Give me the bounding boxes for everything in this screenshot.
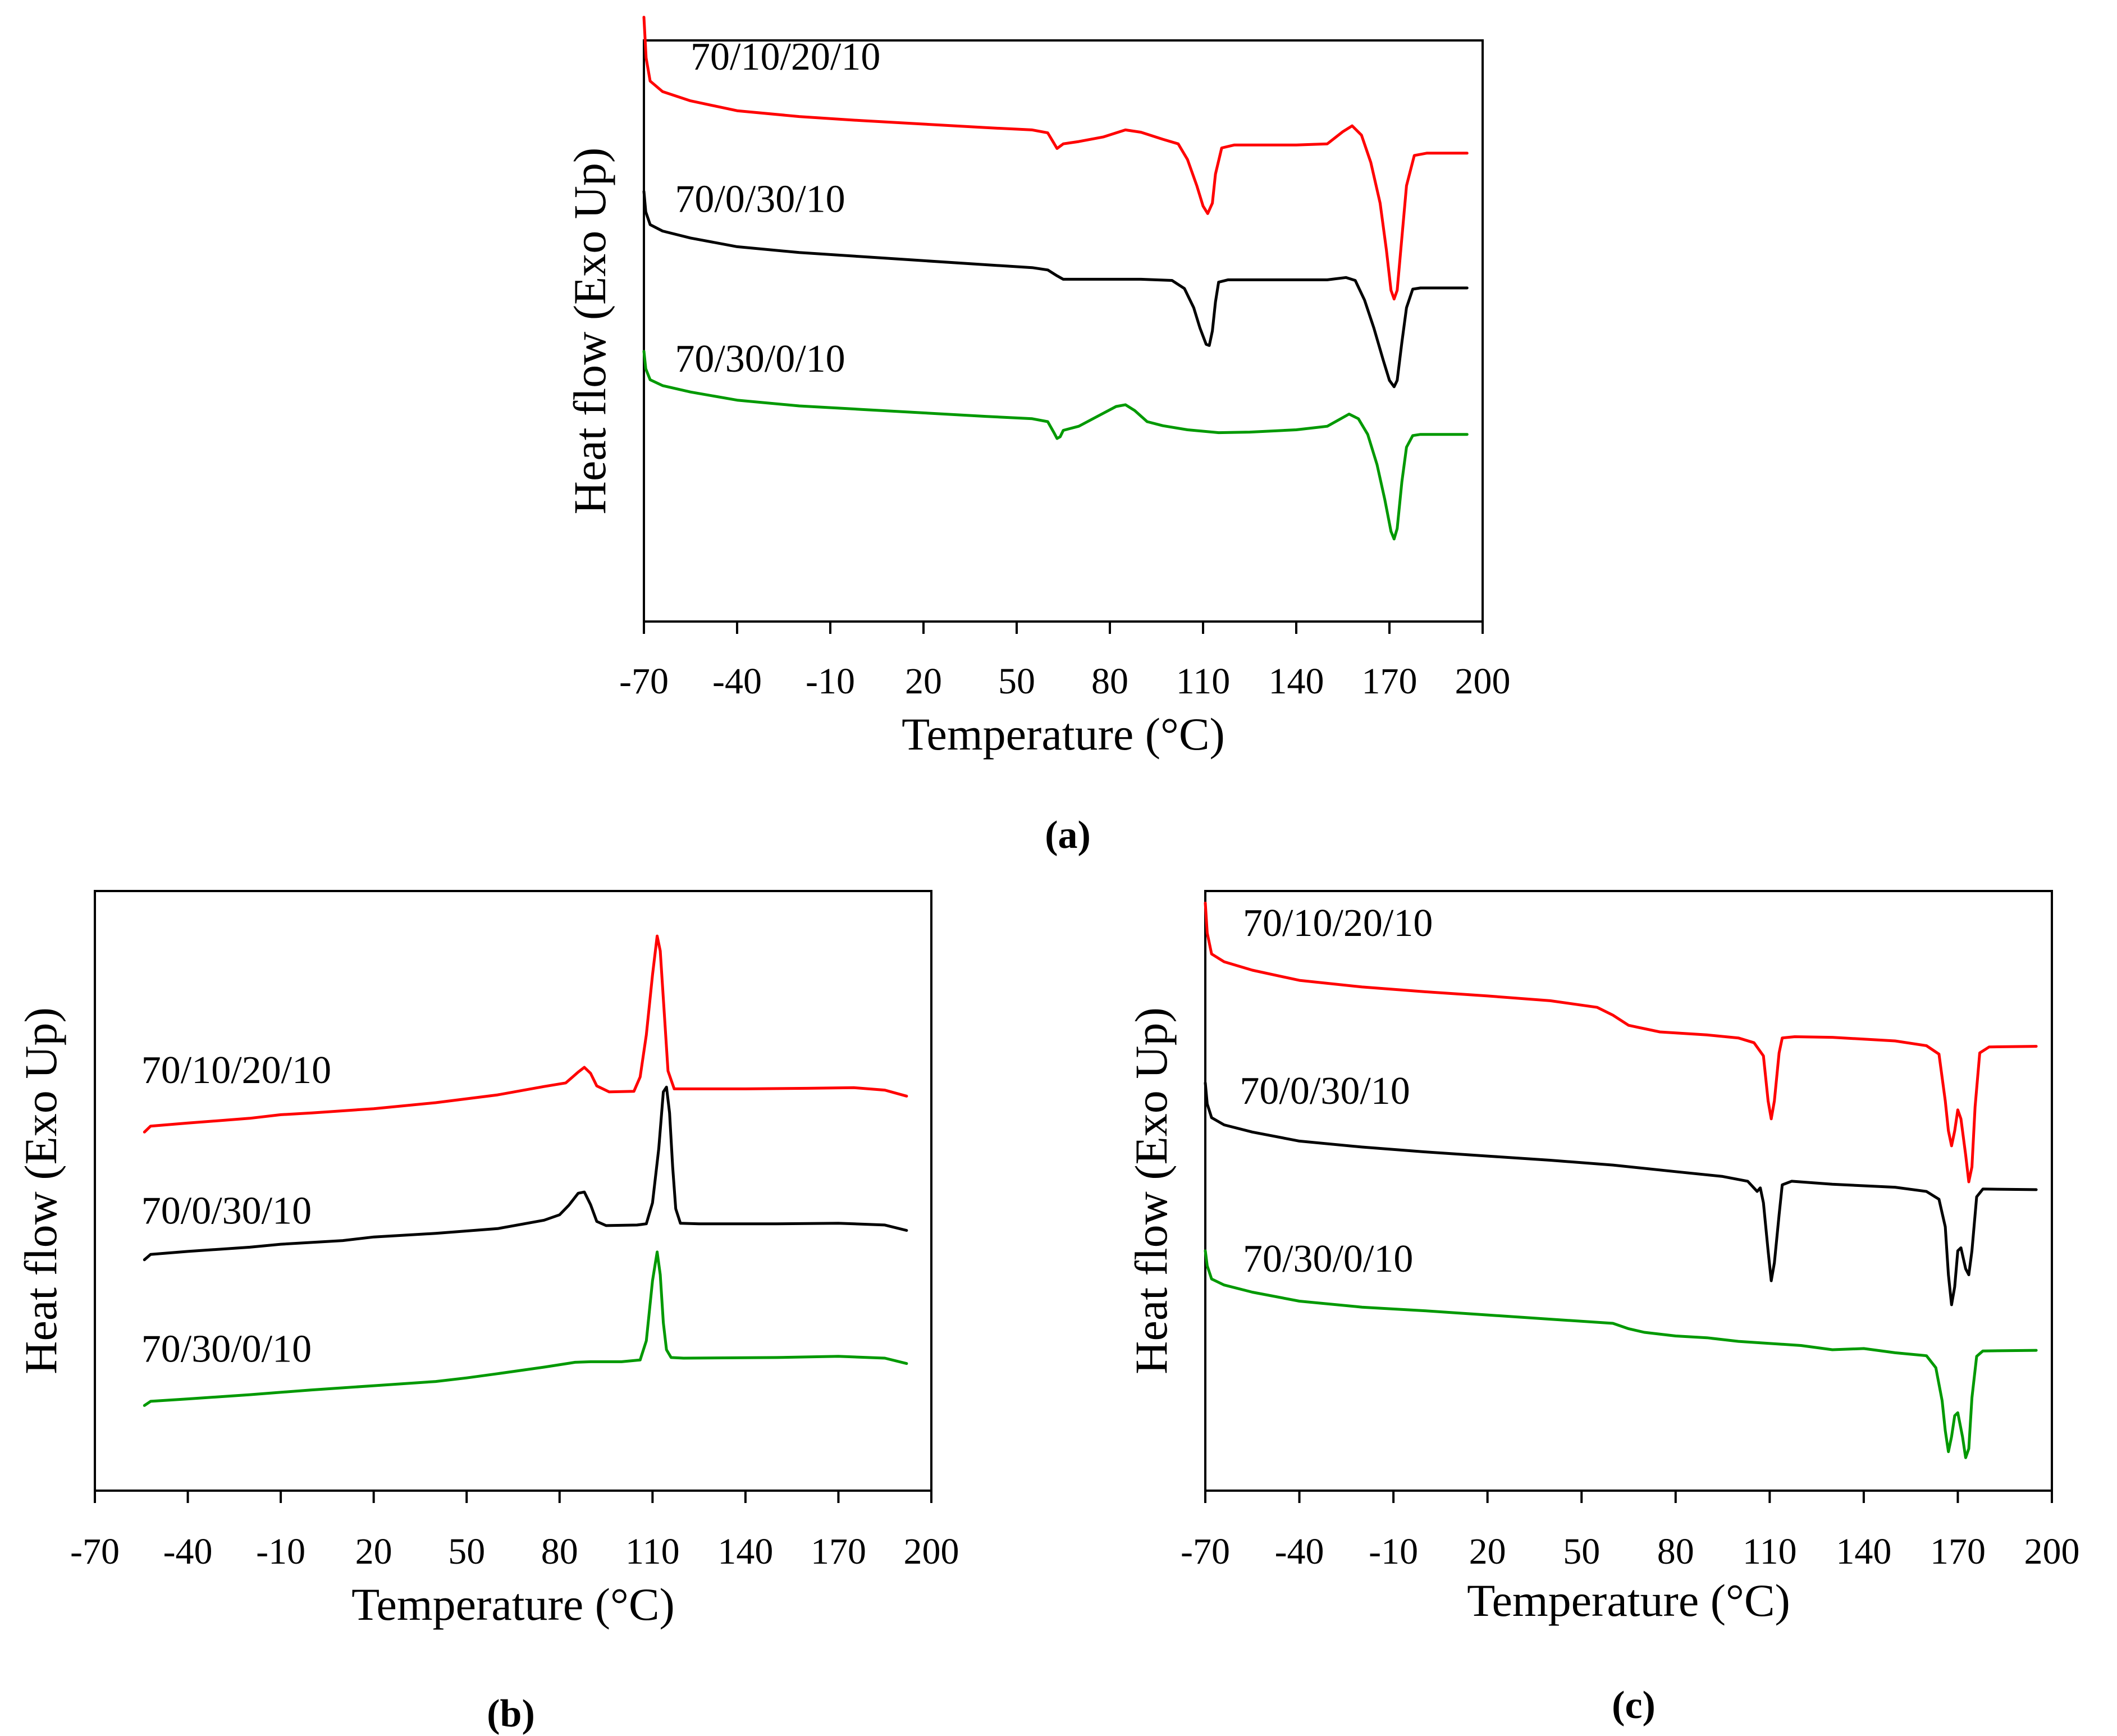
x-tick-label: 140 xyxy=(717,1531,773,1572)
x-tick-label: 50 xyxy=(448,1531,485,1572)
series-line xyxy=(143,1085,908,1262)
series-label: 70/0/30/10 xyxy=(675,177,845,221)
x-tick-label: -70 xyxy=(1181,1531,1230,1572)
x-tick-label: 200 xyxy=(1455,661,1511,702)
x-tick-label: 50 xyxy=(998,661,1035,702)
series-label: 70/30/0/10 xyxy=(141,1327,312,1370)
series-line xyxy=(143,934,908,1134)
y-axis-title: Heat flow (Exo Up) xyxy=(15,1007,66,1374)
x-tick-label: 110 xyxy=(625,1531,680,1572)
panel-label-a: (a) xyxy=(1045,814,1091,857)
panel-label-c: (c) xyxy=(1612,1684,1656,1727)
series-line xyxy=(642,16,1469,301)
y-axis-title: Heat flow (Exo Up) xyxy=(564,148,615,515)
x-tick-label: 170 xyxy=(1930,1531,1986,1572)
x-tick-label: 80 xyxy=(541,1531,578,1572)
series-line xyxy=(1204,901,2038,1184)
series-label: 70/10/20/10 xyxy=(141,1049,331,1092)
x-tick-label: 170 xyxy=(811,1531,866,1572)
x-tick-label: 20 xyxy=(905,661,942,702)
x-tick-label: 20 xyxy=(1469,1531,1506,1572)
series-label: 70/10/20/10 xyxy=(1243,902,1433,945)
x-tick-label: 110 xyxy=(1743,1531,1797,1572)
x-tick-label: -40 xyxy=(163,1531,213,1572)
plot-frame xyxy=(643,39,1484,623)
x-tick-label: 140 xyxy=(1836,1531,1891,1572)
panel-c: -70 -40 -10 20 50 80 110 140 170 200 Temperature (… xyxy=(1126,890,2080,1626)
x-axis-title: Temperature (°C) xyxy=(351,1579,675,1630)
x-tick-label: 110 xyxy=(1176,661,1231,702)
x-axis-title: Temperature (°C) xyxy=(902,709,1225,760)
series-line xyxy=(642,350,1469,541)
x-tick-label: -10 xyxy=(1369,1531,1418,1572)
x-tick-label: -70 xyxy=(619,661,669,702)
series-label: 70/10/20/10 xyxy=(691,35,880,79)
series-line xyxy=(642,190,1469,389)
panel-label-b: (b) xyxy=(487,1692,535,1735)
series-label: 70/0/30/10 xyxy=(141,1190,312,1233)
x-axis-title: Temperature (°C) xyxy=(1467,1575,1790,1626)
x-tick-label: 140 xyxy=(1269,661,1324,702)
x-tick-label: -10 xyxy=(256,1531,305,1572)
series-line xyxy=(143,1250,908,1407)
series-label: 70/30/0/10 xyxy=(1243,1237,1413,1281)
x-tick-label: -10 xyxy=(806,661,855,702)
series-line xyxy=(1204,1081,2038,1306)
x-tick-label: 80 xyxy=(1657,1531,1694,1572)
x-tick-label: 20 xyxy=(355,1531,392,1572)
plot-frame xyxy=(1204,890,2053,1492)
x-tick-label: -40 xyxy=(712,661,762,702)
x-tick-label: 50 xyxy=(1563,1531,1600,1572)
series-line xyxy=(1204,1249,2038,1459)
x-tick-label: 80 xyxy=(1091,661,1128,702)
y-axis-title: Heat flow (Exo Up) xyxy=(1126,1007,1177,1374)
x-tick-label: -40 xyxy=(1275,1531,1324,1572)
series-label: 70/30/0/10 xyxy=(675,337,845,381)
panel-b: -70 -40 -10 20 50 80 110 140 170 200 Temperature (… xyxy=(15,890,959,1630)
x-tick-label: -70 xyxy=(70,1531,120,1572)
x-tick-label: 170 xyxy=(1362,661,1418,702)
x-tick-label: 200 xyxy=(2024,1531,2080,1572)
plot-frame xyxy=(94,890,932,1492)
x-tick-label: 200 xyxy=(904,1531,959,1572)
series-label: 70/0/30/10 xyxy=(1240,1070,1410,1113)
panel-a: -70 -40 -10 20 50 80 110 140 170 200 Temperature (… xyxy=(564,16,1511,760)
